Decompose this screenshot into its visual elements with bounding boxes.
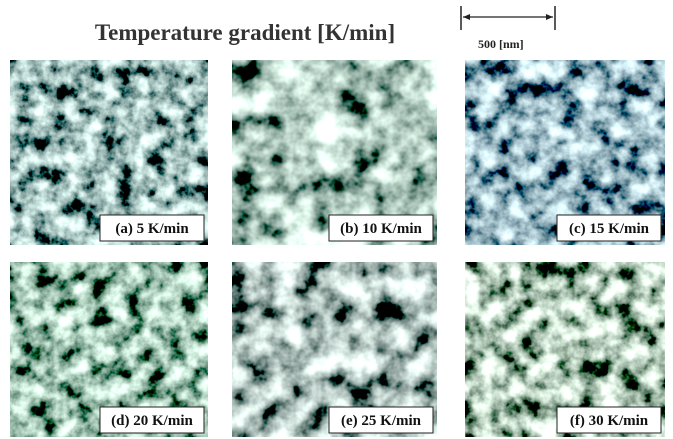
panel-label: (d) 20 K/min — [111, 413, 193, 429]
micrograph-panel: (f) 30 K/min — [465, 262, 665, 437]
micrograph-panel: (a) 5 K/min — [10, 60, 208, 245]
panel-label: (f) 30 K/min — [570, 413, 649, 429]
scale-bar-label: 500 [nm] — [478, 37, 524, 51]
micrograph-panel: (b) 10 K/min — [232, 60, 437, 245]
scale-bar: 500 [nm] — [461, 6, 555, 51]
micrograph-panel: (d) 20 K/min — [10, 262, 208, 437]
panel-grid: (a) 5 K/min (b) 10 K/min (c) 15 K/min (d) 2… — [10, 60, 665, 437]
micrograph-panel: (e) 25 K/min — [232, 262, 437, 437]
figure-title: Temperature gradient [K/min] — [95, 20, 395, 45]
panel-label: (b) 10 K/min — [340, 221, 422, 237]
panel-label: (a) 5 K/min — [115, 221, 189, 237]
panel-label: (e) 25 K/min — [341, 413, 422, 429]
panel-label: (c) 15 K/min — [569, 221, 650, 237]
micrograph-panel: (c) 15 K/min — [465, 60, 665, 245]
figure: Temperature gradient [K/min] 500 [nm] (a… — [0, 0, 673, 439]
